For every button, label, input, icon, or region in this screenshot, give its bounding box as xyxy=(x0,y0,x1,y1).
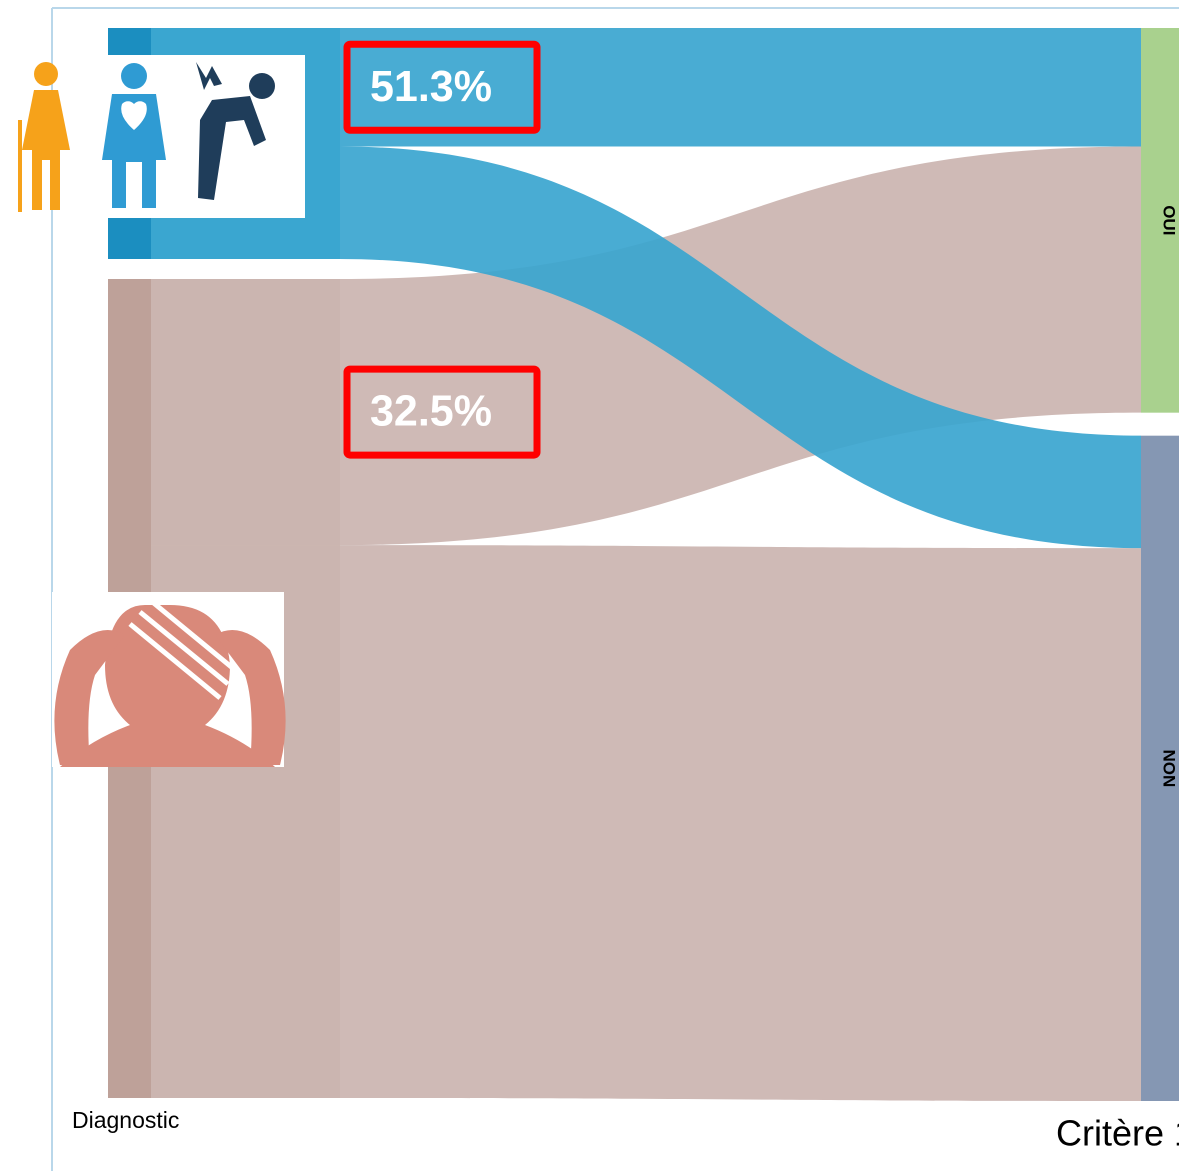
column-label: Critère 1 xyxy=(1056,1113,1179,1154)
target-node xyxy=(1141,28,1179,413)
icon-doctor xyxy=(102,63,166,208)
icon-elder-woman xyxy=(18,62,70,212)
flows xyxy=(151,28,1141,1101)
target-label: OUI xyxy=(1160,205,1179,235)
flow-label: 51.3% xyxy=(370,62,492,111)
icon-headache xyxy=(52,592,286,767)
icon-back-pain xyxy=(196,62,275,200)
target-label: NON xyxy=(1160,749,1179,787)
target-node xyxy=(1141,435,1179,1102)
icon-group-people xyxy=(18,55,305,218)
flow xyxy=(151,545,1141,1101)
labels: OUI NON 51.3% 32.5% xyxy=(343,40,1179,787)
column-label: Diagnostic xyxy=(72,1107,179,1133)
label-box xyxy=(343,365,541,459)
flow-label: 32.5% xyxy=(370,387,492,436)
flow xyxy=(151,146,1141,549)
flow xyxy=(151,146,1141,546)
flow xyxy=(151,28,1141,147)
label-box xyxy=(343,40,541,134)
